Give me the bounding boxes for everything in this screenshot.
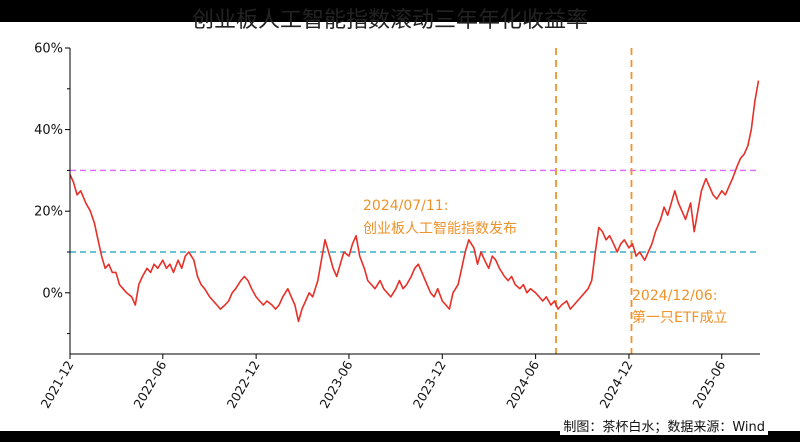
x-tick-label: 2025-06 — [689, 358, 728, 411]
y-tick-label: 40% — [34, 123, 63, 138]
event-text-label: 第一只ETF成立 — [632, 309, 727, 326]
series-group — [69, 80, 760, 323]
series-line-1 — [69, 80, 760, 323]
y-tick-label: 60% — [34, 42, 63, 57]
x-tick-label: 2024-12 — [596, 358, 635, 411]
reference-lines — [70, 169, 760, 253]
x-tick-label: 2022-12 — [224, 358, 263, 411]
y-tick-label: 0% — [42, 286, 63, 301]
x-tick-label: 2021-12 — [37, 358, 76, 411]
bottom-black-bar — [0, 431, 800, 442]
event-date-label: 2024/12/06: — [632, 288, 717, 304]
top-black-bar — [0, 0, 800, 22]
chart-credit: 制图：茶杯白水；数据来源：Wind — [560, 416, 768, 435]
event-text-label: 创业板人工智能指数发布 — [363, 221, 517, 237]
x-tick-label: 2024-06 — [503, 358, 542, 411]
chart-title: 创业板人工智能指数滚动三年年化收益率 — [191, 8, 588, 33]
annotations: 2024/07/11: 创业板人工智能指数发布 2024/12/06: 第一只ETF成… — [363, 198, 727, 326]
event-date-label: 2024/07/11: — [363, 198, 448, 214]
x-tick-label: 2022-06 — [130, 358, 169, 411]
y-tick-label: 20% — [34, 205, 63, 220]
x-tick-label: 2023-06 — [316, 358, 355, 411]
x-tick-label: 2023-12 — [410, 358, 449, 411]
plot-background — [70, 48, 760, 354]
